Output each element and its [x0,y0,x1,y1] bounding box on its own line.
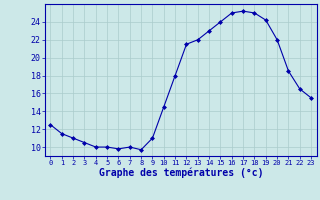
X-axis label: Graphe des températures (°c): Graphe des températures (°c) [99,168,263,178]
